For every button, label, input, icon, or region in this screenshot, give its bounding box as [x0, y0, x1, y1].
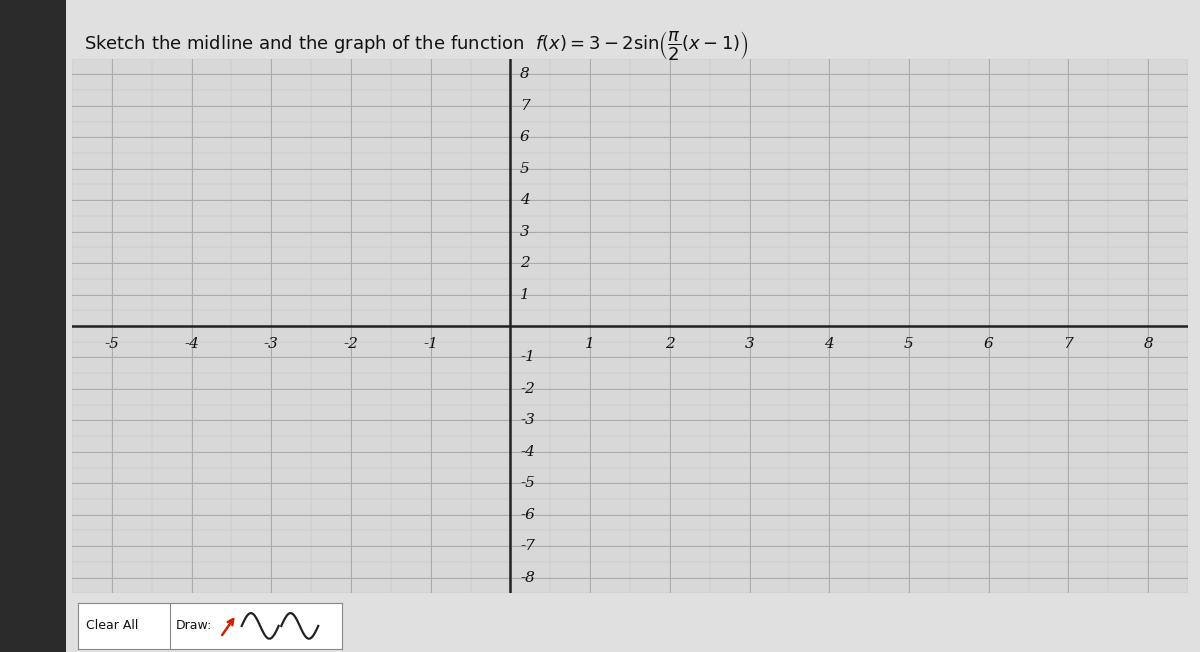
- Text: 4: 4: [520, 193, 529, 207]
- Text: -6: -6: [520, 508, 535, 522]
- Text: Draw:: Draw:: [175, 619, 212, 632]
- Text: Sketch the midline and the graph of the function  $f(x) = 3 - 2\sin\!\left(\dfra: Sketch the midline and the graph of the …: [84, 29, 749, 63]
- Text: 4: 4: [824, 337, 834, 351]
- Text: -5: -5: [104, 337, 119, 351]
- Text: 2: 2: [520, 256, 529, 270]
- Text: Clear All: Clear All: [86, 619, 138, 632]
- Text: 7: 7: [1063, 337, 1073, 351]
- Text: -3: -3: [264, 337, 278, 351]
- Text: -2: -2: [343, 337, 359, 351]
- Text: 8: 8: [1144, 337, 1153, 351]
- Text: 5: 5: [904, 337, 914, 351]
- Text: 8: 8: [520, 67, 529, 82]
- Text: -1: -1: [424, 337, 438, 351]
- Text: 2: 2: [665, 337, 674, 351]
- Text: -7: -7: [520, 539, 535, 553]
- Text: -8: -8: [520, 570, 535, 585]
- Text: 1: 1: [520, 288, 529, 302]
- Text: 1: 1: [586, 337, 595, 351]
- Text: 5: 5: [520, 162, 529, 176]
- Text: -4: -4: [520, 445, 535, 459]
- Text: 3: 3: [520, 225, 529, 239]
- Text: -2: -2: [520, 382, 535, 396]
- Text: 7: 7: [520, 99, 529, 113]
- Text: 6: 6: [520, 130, 529, 144]
- Text: -1: -1: [520, 350, 535, 364]
- Text: -5: -5: [520, 476, 535, 490]
- Text: 3: 3: [745, 337, 755, 351]
- Text: 6: 6: [984, 337, 994, 351]
- Text: -4: -4: [184, 337, 199, 351]
- Text: -3: -3: [520, 413, 535, 427]
